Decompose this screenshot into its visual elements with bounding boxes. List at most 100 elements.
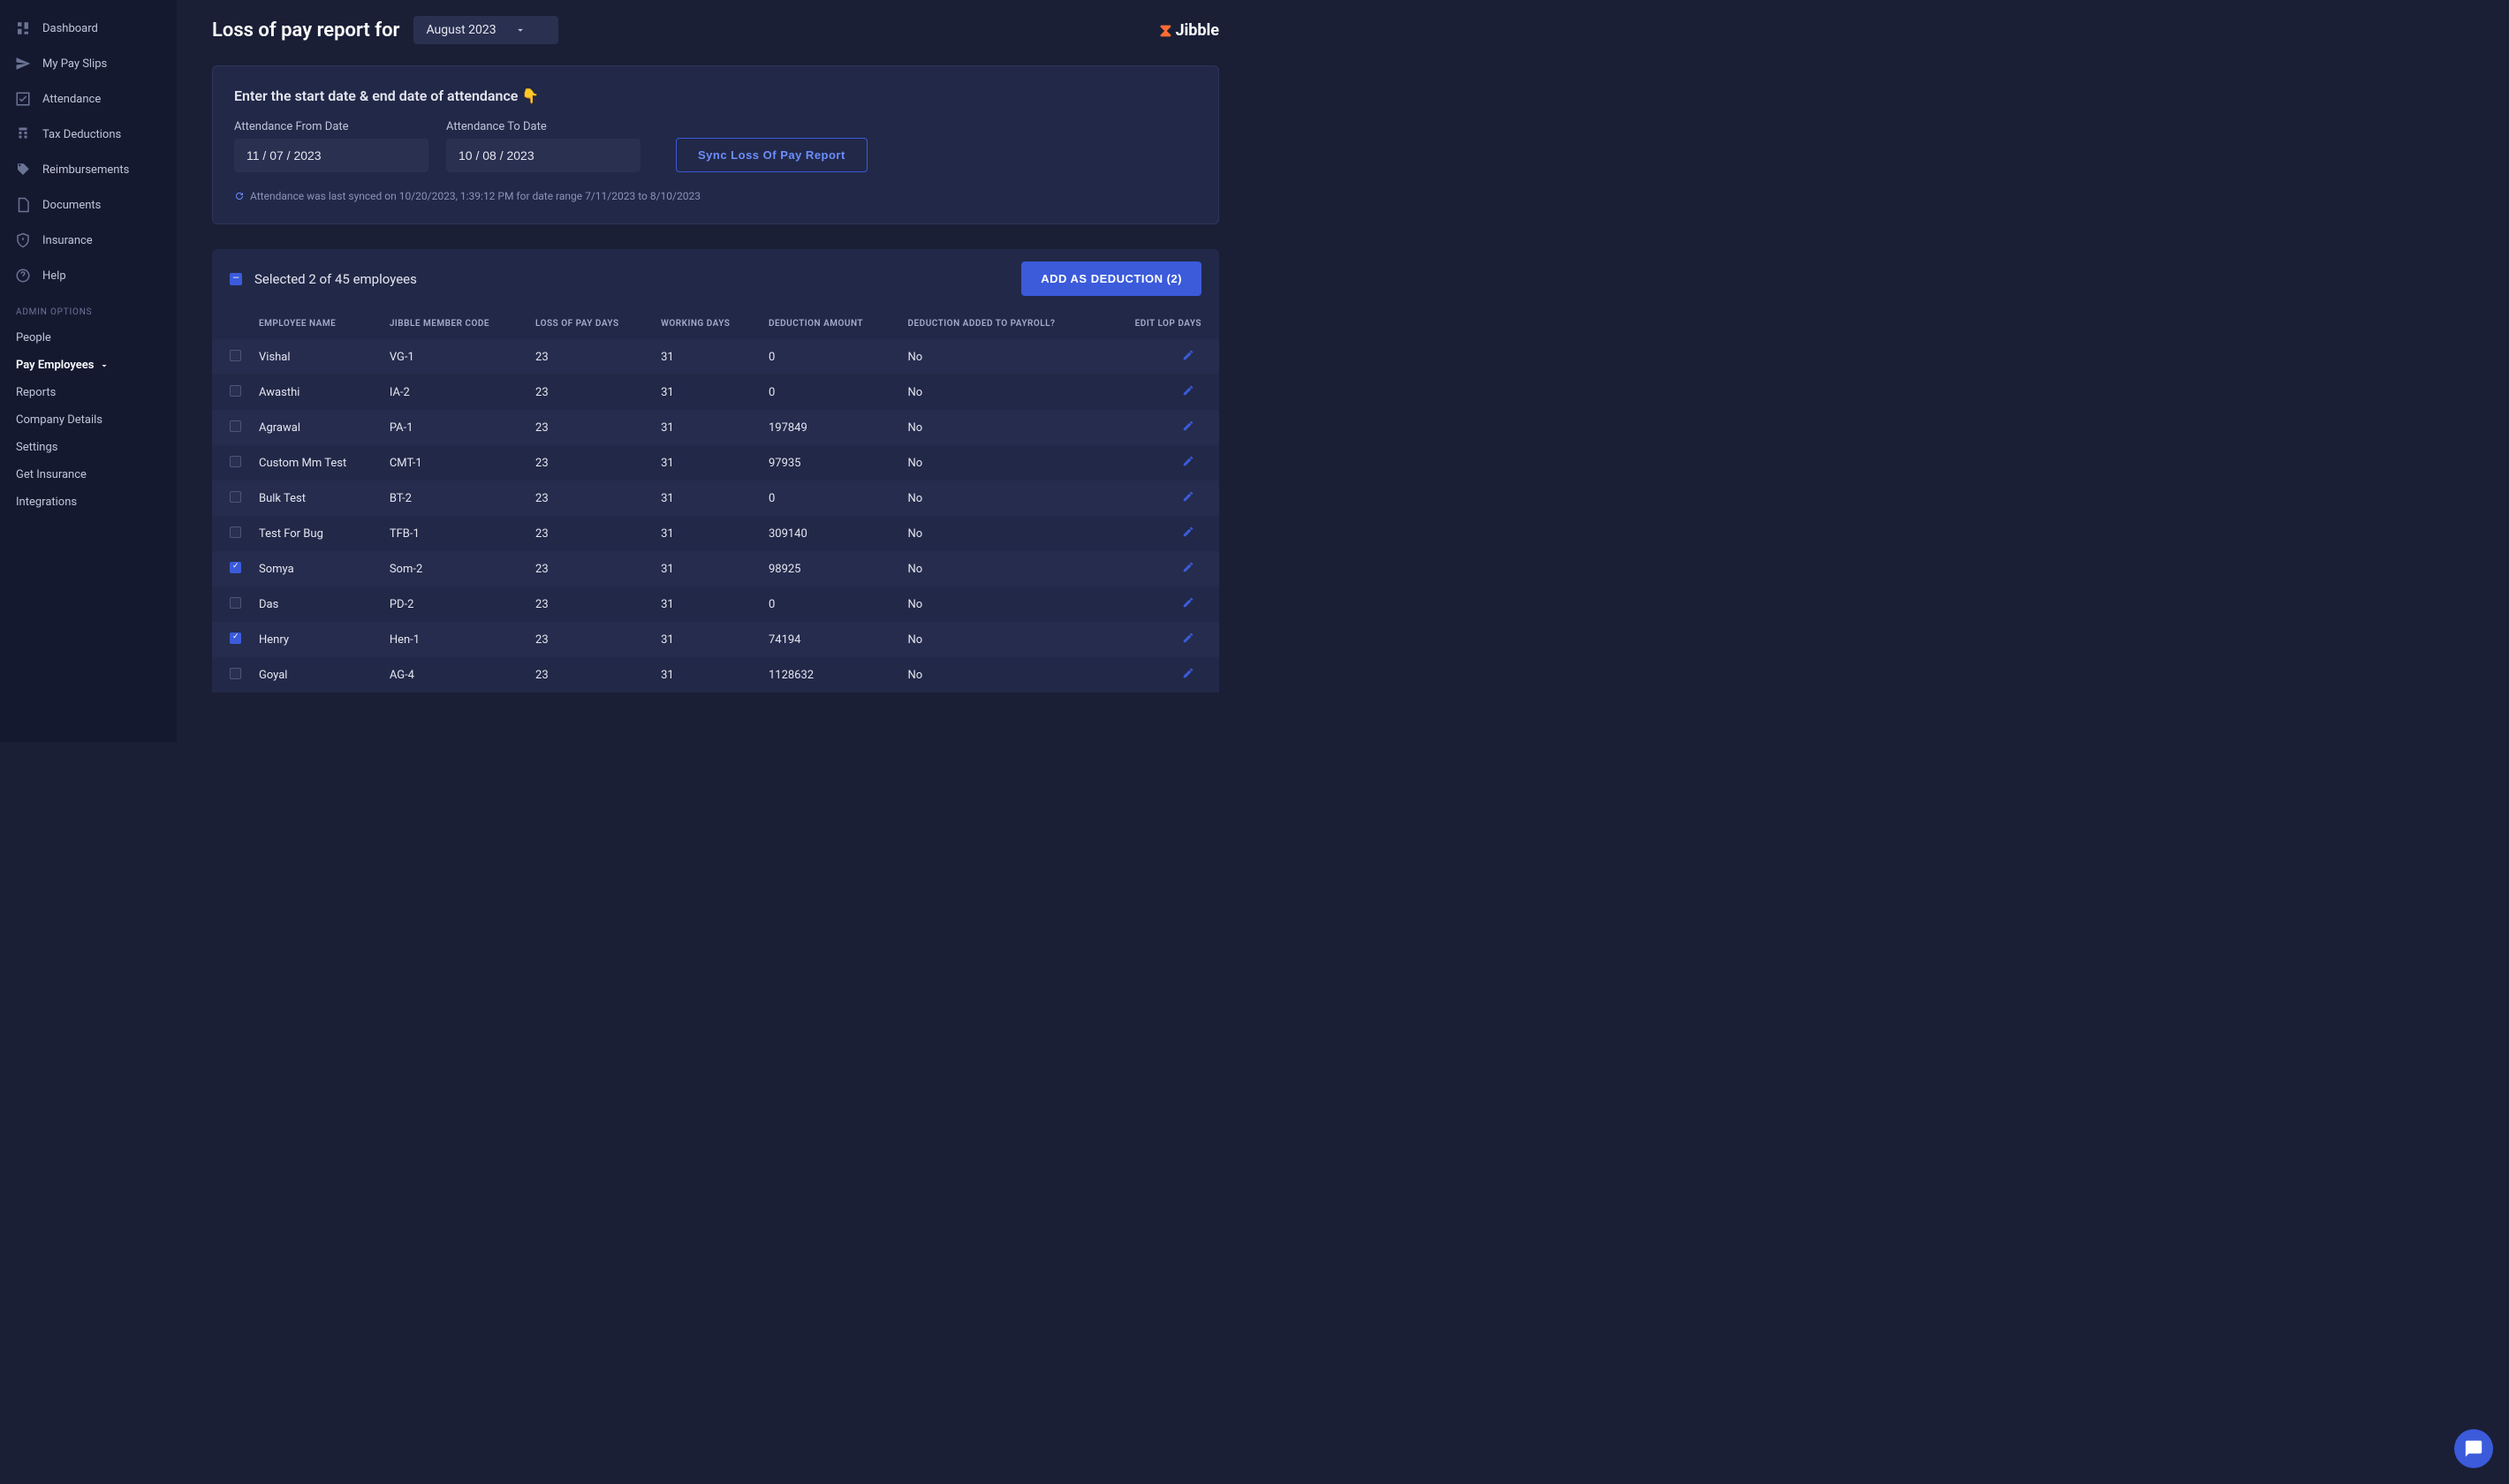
cell-employee-name: Bulk Test: [250, 481, 381, 516]
nav-item-tax-deductions[interactable]: Tax Deductions: [0, 117, 177, 152]
cell-working-days: 31: [652, 410, 760, 445]
admin-item-label: Integrations: [16, 496, 77, 509]
table-row: Henry Hen-1 23 31 74194 No: [212, 622, 1219, 657]
nav-item-label: Documents: [42, 199, 101, 212]
edit-lop-button[interactable]: [1182, 387, 1194, 400]
cell-lop-days: 23: [527, 445, 652, 481]
admin-item-get-insurance[interactable]: Get Insurance: [0, 461, 177, 488]
cell-lop-days: 23: [527, 587, 652, 622]
row-checkbox[interactable]: [230, 632, 241, 644]
cell-employee-name: Das: [250, 587, 381, 622]
add-deduction-button[interactable]: ADD AS DEDUCTION (2): [1021, 261, 1201, 296]
cell-added-to-payroll: No: [899, 375, 1104, 410]
row-checkbox[interactable]: [230, 350, 241, 361]
cell-deduction-amount: 0: [760, 587, 899, 622]
cell-deduction-amount: 0: [760, 481, 899, 516]
nav-item-label: Help: [42, 269, 66, 283]
to-date-label: Attendance To Date: [446, 120, 641, 133]
edit-lop-button[interactable]: [1182, 493, 1194, 506]
cell-deduction-amount: 97935: [760, 445, 899, 481]
tag-icon: [14, 161, 32, 178]
chevron-down-icon: [99, 360, 110, 371]
cell-member-code: Som-2: [381, 551, 527, 587]
edit-lop-button[interactable]: [1182, 670, 1194, 683]
from-date-input[interactable]: [234, 139, 428, 172]
nav-item-insurance[interactable]: Insurance: [0, 223, 177, 258]
column-header: EMPLOYEE NAME: [250, 308, 381, 339]
cell-employee-name: Custom Mm Test: [250, 445, 381, 481]
admin-item-company-details[interactable]: Company Details: [0, 406, 177, 434]
cell-deduction-amount: 0: [760, 339, 899, 375]
cell-member-code: IA-2: [381, 375, 527, 410]
to-date-input[interactable]: [446, 139, 641, 172]
cell-added-to-payroll: No: [899, 516, 1104, 551]
edit-lop-button[interactable]: [1182, 599, 1194, 612]
from-date-label: Attendance From Date: [234, 120, 428, 133]
selection-count-text: Selected 2 of 45 employees: [254, 271, 417, 287]
row-checkbox[interactable]: [230, 420, 241, 432]
nav-item-attendance[interactable]: Attendance: [0, 81, 177, 117]
chevron-down-icon: [514, 24, 527, 36]
admin-item-label: Company Details: [16, 413, 102, 427]
cell-working-days: 31: [652, 375, 760, 410]
nav-item-dashboard[interactable]: Dashboard: [0, 11, 177, 46]
chat-icon: [2464, 1439, 2483, 1458]
cell-member-code: VG-1: [381, 339, 527, 375]
edit-lop-button[interactable]: [1182, 564, 1194, 577]
shield-icon: [14, 231, 32, 249]
employee-table: EMPLOYEE NAMEJIBBLE MEMBER CODELOSS OF P…: [212, 308, 1219, 693]
page-title: Loss of pay report for: [212, 19, 399, 42]
month-selector-value: August 2023: [426, 23, 496, 37]
cell-added-to-payroll: No: [899, 410, 1104, 445]
edit-lop-button[interactable]: [1182, 634, 1194, 647]
admin-item-pay-employees[interactable]: Pay Employees: [0, 352, 177, 379]
cell-employee-name: Somya: [250, 551, 381, 587]
admin-item-people[interactable]: People: [0, 324, 177, 352]
row-checkbox[interactable]: [230, 456, 241, 467]
edit-lop-button[interactable]: [1182, 352, 1194, 365]
nav-item-documents[interactable]: Documents: [0, 187, 177, 223]
row-checkbox[interactable]: [230, 385, 241, 397]
main-content: Loss of pay report for August 2023 ⧗ Jib…: [177, 0, 1254, 742]
cell-member-code: PD-2: [381, 587, 527, 622]
cell-deduction-amount: 1128632: [760, 657, 899, 693]
column-header: JIBBLE MEMBER CODE: [381, 308, 527, 339]
sync-note-text: Attendance was last synced on 10/20/2023…: [250, 190, 701, 202]
row-checkbox[interactable]: [230, 526, 241, 538]
edit-lop-button[interactable]: [1182, 422, 1194, 435]
table-row: Bulk Test BT-2 23 31 0 No: [212, 481, 1219, 516]
nav-item-label: My Pay Slips: [42, 57, 107, 71]
select-all-checkbox[interactable]: [230, 273, 242, 285]
date-card-heading: Enter the start date & end date of atten…: [234, 87, 1197, 104]
sidebar: Dashboard My Pay Slips AttendanceTax Deduc…: [0, 0, 177, 742]
cell-member-code: PA-1: [381, 410, 527, 445]
admin-item-label: Settings: [16, 441, 57, 454]
nav-item-my-pay-slips[interactable]: My Pay Slips: [0, 46, 177, 81]
nav-item-help[interactable]: Help: [0, 258, 177, 293]
row-checkbox[interactable]: [230, 668, 241, 679]
dashboard-icon: [14, 19, 32, 37]
nav-item-label: Dashboard: [42, 22, 98, 35]
admin-item-settings[interactable]: Settings: [0, 434, 177, 461]
refresh-icon: [234, 191, 245, 201]
nav-item-reimbursements[interactable]: Reimbursements: [0, 152, 177, 187]
sync-button[interactable]: Sync Loss Of Pay Report: [676, 138, 868, 172]
row-checkbox[interactable]: [230, 562, 241, 573]
chat-fab[interactable]: [2454, 1429, 2493, 1468]
edit-lop-button[interactable]: [1182, 458, 1194, 471]
edit-lop-button[interactable]: [1182, 528, 1194, 541]
cell-added-to-payroll: No: [899, 339, 1104, 375]
admin-item-integrations[interactable]: Integrations: [0, 488, 177, 516]
cell-employee-name: Test For Bug: [250, 516, 381, 551]
cell-lop-days: 23: [527, 516, 652, 551]
admin-item-label: Get Insurance: [16, 468, 87, 481]
month-selector[interactable]: August 2023: [413, 16, 557, 44]
row-checkbox[interactable]: [230, 597, 241, 609]
cell-member-code: TFB-1: [381, 516, 527, 551]
cell-member-code: AG-4: [381, 657, 527, 693]
send-icon: [14, 55, 32, 72]
row-checkbox[interactable]: [230, 491, 241, 503]
brand-icon: ⧗: [1159, 19, 1171, 41]
admin-item-reports[interactable]: Reports: [0, 379, 177, 406]
table-row: Agrawal PA-1 23 31 197849 No: [212, 410, 1219, 445]
